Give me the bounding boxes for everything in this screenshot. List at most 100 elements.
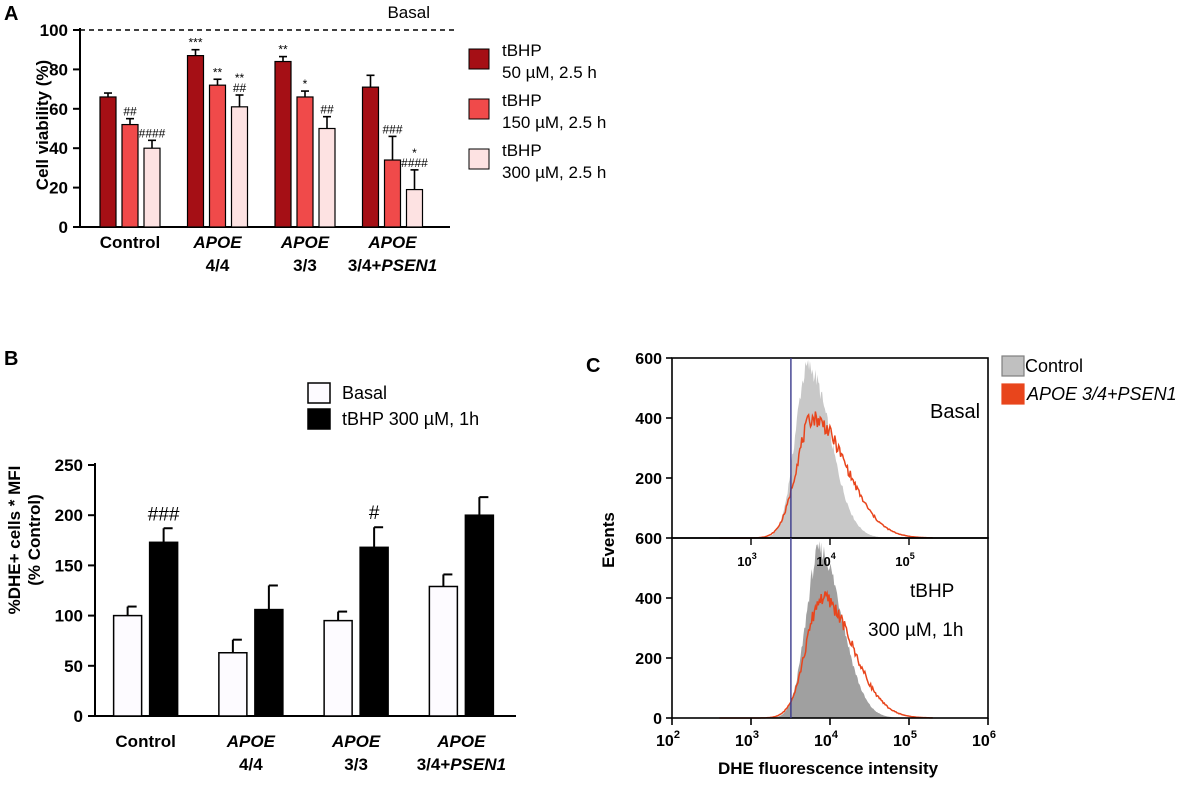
c-inner-tick-exp: 5 <box>910 551 915 561</box>
legend-c-swatch-2 <box>1001 383 1025 405</box>
panel-c-legend: Control APOE 3/4+PSEN1 <box>1001 355 1177 405</box>
c-x-tick-base: 10 <box>656 733 674 750</box>
a-y-tick-label: 40 <box>49 139 68 158</box>
a-group-label-2-line1: APOE <box>280 233 330 252</box>
b-y-tick-label: 100 <box>55 607 83 626</box>
a-y-tick-label: 0 <box>59 218 68 237</box>
legend-a-swatch-2 <box>468 98 490 120</box>
a-significance-mark: *** <box>188 36 202 50</box>
c-inner-tick-base: 10 <box>737 554 751 569</box>
legend-b-swatch-1 <box>307 382 331 404</box>
a-bar <box>230 106 249 228</box>
a-significance-mark: ** <box>235 71 245 85</box>
panel-c-y-axis-label: Events <box>599 512 618 568</box>
a-group-label-3-line2-italic: PSEN1 <box>381 256 437 275</box>
c-y-tick-label: 600 <box>635 351 662 368</box>
legend-a-text-1b: 50 µM, 2.5 h <box>502 63 597 82</box>
a-bar <box>121 123 139 228</box>
a-group-label-2-line2-text: 3/3 <box>293 256 317 275</box>
a-significance-mark: ## <box>320 103 334 117</box>
legend-b-text-2: tBHP 300 µM, 1h <box>342 409 479 429</box>
a-significance-mark: ** <box>278 43 288 57</box>
b-y-tick-label: 50 <box>64 657 83 676</box>
a-group-label-1-line1-italic: APOE <box>192 233 242 252</box>
panel-a-legend: tBHP 50 µM, 2.5 h tBHP 150 µM, 2.5 h tBH… <box>468 41 606 182</box>
a-significance-mark: ** <box>213 65 223 79</box>
b-bar <box>323 619 353 717</box>
panel-c-tbhp-label-2: 300 µM, 1h <box>868 620 963 641</box>
c-inner-tick-label: 103 <box>737 551 756 569</box>
c-y-tick-label: 200 <box>635 651 662 668</box>
a-group-label-1-line2-text: 4/4 <box>206 256 230 275</box>
a-bar <box>186 55 205 228</box>
panel-a: A Cell viability (%) Basal 020406080100 … <box>4 3 606 275</box>
a-bar <box>99 96 117 228</box>
legend-a-text-3b: 300 µM, 2.5 h <box>502 163 606 182</box>
b-group-label-0-line1: Control <box>115 732 175 751</box>
c-x-tick-exp: 6 <box>990 729 996 741</box>
b-bar <box>428 585 459 717</box>
b-group-label-0-line1-text: Control <box>115 732 175 751</box>
a-y-tick-label: 20 <box>49 179 68 198</box>
a-group-label-3-line1-italic: APOE <box>367 233 417 252</box>
b-y-tick-label: 150 <box>55 556 83 575</box>
a-significance-mark: ## <box>233 81 247 95</box>
b-group-label-2-line2-text: 3/3 <box>344 755 368 774</box>
a-group-label-0-line1-text: Control <box>100 233 160 252</box>
legend-a-text-2a: tBHP <box>502 91 542 110</box>
panel-b: B %DHE+ cells * MFI (% Control) 0 50 100 15… <box>4 348 516 774</box>
b-significance-mark: # <box>369 503 380 524</box>
c-x-tick-exp: 5 <box>911 729 917 741</box>
b-bar <box>148 541 179 717</box>
c-y-tick-label: 400 <box>635 591 662 608</box>
legend-a-text-2b: 150 µM, 2.5 h <box>502 113 606 132</box>
b-group-label-3-line2: 3/4+PSEN1 <box>417 755 506 774</box>
b-bar <box>359 546 389 717</box>
c-y-tick-label: 0 <box>653 711 662 728</box>
c-x-tick-base: 10 <box>735 733 753 750</box>
a-significance-mark: * <box>412 146 417 160</box>
c-y-tick-label: 200 <box>635 471 662 488</box>
panel-c-label: C <box>586 355 600 377</box>
a-group-label-3-line2: 3/4+PSEN1 <box>348 256 437 275</box>
panel-a-y-axis-label: Cell viability (%) <box>33 60 52 190</box>
a-y-tick-label: 100 <box>40 21 68 40</box>
a-group-label-3-line2-text: 3/4+ <box>348 256 382 275</box>
a-bar <box>208 84 227 228</box>
b-group-label-3-line1: APOE <box>436 732 486 751</box>
a-bar <box>405 188 424 228</box>
legend-a-swatch-3 <box>468 148 490 170</box>
b-group-label-3-line2-text: 3/4+ <box>417 755 451 774</box>
panel-a-bars: ######*****##*****#########* <box>99 36 428 228</box>
b-group-label-1-line2-text: 4/4 <box>239 755 263 774</box>
c-inner-tick-label: 105 <box>895 551 914 569</box>
b-y-tick-label: 250 <box>55 456 83 475</box>
b-group-label-1-line2: 4/4 <box>239 755 263 774</box>
a-group-label-3-line1: APOE <box>367 233 417 252</box>
a-bar <box>274 60 292 228</box>
panel-c: C Events DHE fluorescence intensity 200 4… <box>586 351 1177 778</box>
panel-a-label: A <box>4 3 18 25</box>
legend-b-swatch-2 <box>307 408 331 430</box>
a-bar <box>361 86 380 228</box>
c-x-tick-base: 10 <box>893 733 911 750</box>
b-bar <box>112 614 143 717</box>
panel-b-bars: ### # <box>112 496 495 717</box>
b-bar <box>218 651 248 717</box>
b-group-label-2-line1: APOE <box>331 732 381 751</box>
a-y-tick-label: 60 <box>49 100 68 119</box>
b-group-label-1-line1-italic: APOE <box>226 732 276 751</box>
c-x-tick-exp: 4 <box>832 729 839 741</box>
a-y-tick-label: 80 <box>49 60 68 79</box>
panel-b-legend: Basal tBHP 300 µM, 1h <box>307 382 479 430</box>
b-y-tick-label: 200 <box>55 506 83 525</box>
c-inner-tick-base: 10 <box>895 554 909 569</box>
legend-c-text-2: APOE 3/4+PSEN1 <box>1026 384 1177 404</box>
a-bar <box>296 96 314 228</box>
c-x-tick-exp: 3 <box>753 729 759 741</box>
a-significance-mark: #### <box>139 126 166 140</box>
c-x-tick-label: 106 <box>972 729 996 750</box>
panel-c-basal-label: Basal <box>930 401 980 423</box>
a-significance-mark: #### <box>401 156 428 170</box>
